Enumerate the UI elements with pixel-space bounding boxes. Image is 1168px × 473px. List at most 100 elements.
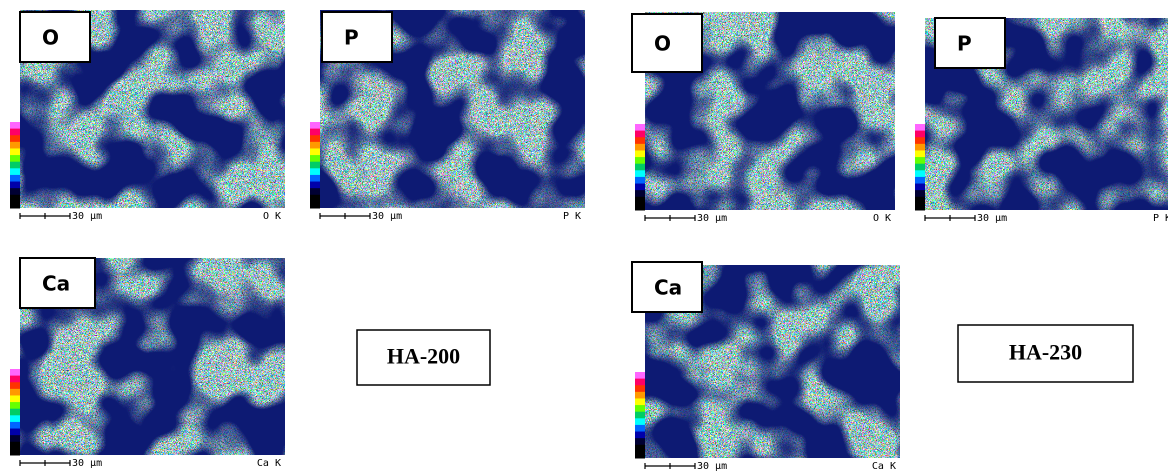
sample-label: HA-200 xyxy=(387,344,460,369)
x-ray-line: P K xyxy=(563,211,581,222)
color-scale xyxy=(310,201,320,209)
element-label: Ca xyxy=(654,276,682,300)
color-scale xyxy=(635,203,645,211)
color-scale xyxy=(635,183,645,191)
color-scale xyxy=(310,188,320,196)
color-scale xyxy=(10,382,20,390)
color-scale xyxy=(10,128,20,136)
color-scale xyxy=(635,431,645,439)
color-scale xyxy=(10,135,20,143)
color-scale xyxy=(635,130,645,138)
color-scale xyxy=(915,190,925,198)
x-ray-line: Ca K xyxy=(872,461,896,472)
color-scale xyxy=(310,122,320,130)
scale-label: 30 µm xyxy=(697,461,727,472)
element-label: P xyxy=(957,32,972,56)
element-label-box xyxy=(19,11,91,63)
element-label: P xyxy=(344,26,359,50)
color-scale xyxy=(10,141,20,149)
color-scale xyxy=(635,378,645,386)
color-scale xyxy=(915,150,925,158)
color-scale xyxy=(10,428,20,436)
color-scale xyxy=(635,124,645,132)
x-ray-line: O K xyxy=(873,213,891,224)
color-scale xyxy=(635,196,645,204)
color-scale xyxy=(635,424,645,433)
color-scale xyxy=(635,157,645,165)
color-scale xyxy=(915,130,925,138)
color-scale xyxy=(310,194,320,202)
color-scale xyxy=(10,122,20,130)
color-scale xyxy=(635,150,645,158)
scale-label: 30 µm xyxy=(697,213,727,224)
color-scale xyxy=(915,196,925,204)
color-scale xyxy=(635,176,645,185)
color-scale xyxy=(10,174,20,183)
color-scale xyxy=(10,388,20,396)
color-scale xyxy=(10,155,20,163)
sample-label: HA-230 xyxy=(1009,340,1082,365)
color-scale xyxy=(915,176,925,185)
color-scale xyxy=(10,448,20,456)
color-scale xyxy=(635,444,645,452)
color-scale xyxy=(915,203,925,211)
color-scale xyxy=(915,124,925,132)
color-scale xyxy=(10,402,20,410)
color-scale xyxy=(310,155,320,163)
color-scale xyxy=(10,369,20,377)
element-label-box xyxy=(631,261,703,313)
sample-label-box xyxy=(356,329,491,386)
color-scale xyxy=(635,438,645,446)
scale-bar xyxy=(644,463,696,469)
color-scale xyxy=(635,170,645,178)
scale-bar xyxy=(19,213,71,219)
scale-label: 30 µm xyxy=(977,213,1007,224)
scale-bar xyxy=(924,215,976,221)
color-scale xyxy=(310,128,320,136)
color-scale xyxy=(310,135,320,143)
color-scale xyxy=(635,385,645,393)
color-scale xyxy=(310,161,320,169)
color-scale xyxy=(10,201,20,209)
color-scale xyxy=(915,170,925,178)
color-scale xyxy=(635,418,645,426)
color-scale xyxy=(10,421,20,430)
color-scale xyxy=(915,143,925,151)
color-scale xyxy=(915,183,925,191)
sample-label-box xyxy=(957,324,1134,383)
color-scale xyxy=(10,441,20,449)
element-label-box xyxy=(19,257,96,309)
scale-label: 30 µm xyxy=(72,458,102,469)
element-label: Ca xyxy=(42,272,70,296)
color-scale xyxy=(635,372,645,380)
color-scale xyxy=(635,143,645,151)
color-scale xyxy=(635,163,645,171)
element-label-box xyxy=(631,13,703,73)
color-scale xyxy=(10,395,20,403)
color-scale xyxy=(10,168,20,176)
color-scale xyxy=(10,148,20,156)
color-scale xyxy=(10,435,20,443)
color-scale xyxy=(635,405,645,413)
scale-bar xyxy=(19,460,71,466)
element-label-box xyxy=(321,11,393,63)
color-scale xyxy=(635,411,645,419)
color-scale xyxy=(635,391,645,399)
color-scale xyxy=(10,408,20,416)
color-scale xyxy=(635,398,645,406)
scale-bar xyxy=(644,215,696,221)
color-scale xyxy=(310,174,320,183)
scale-bar xyxy=(319,213,371,219)
color-scale xyxy=(915,157,925,165)
scale-label: 30 µm xyxy=(72,211,102,222)
color-scale xyxy=(10,375,20,383)
color-scale xyxy=(635,451,645,459)
color-scale xyxy=(10,181,20,189)
x-ray-line: P K xyxy=(1153,213,1168,224)
element-label-box xyxy=(934,17,1006,69)
color-scale xyxy=(10,161,20,169)
element-label: O xyxy=(654,32,671,56)
color-scale xyxy=(10,415,20,423)
element-label: O xyxy=(42,26,59,50)
